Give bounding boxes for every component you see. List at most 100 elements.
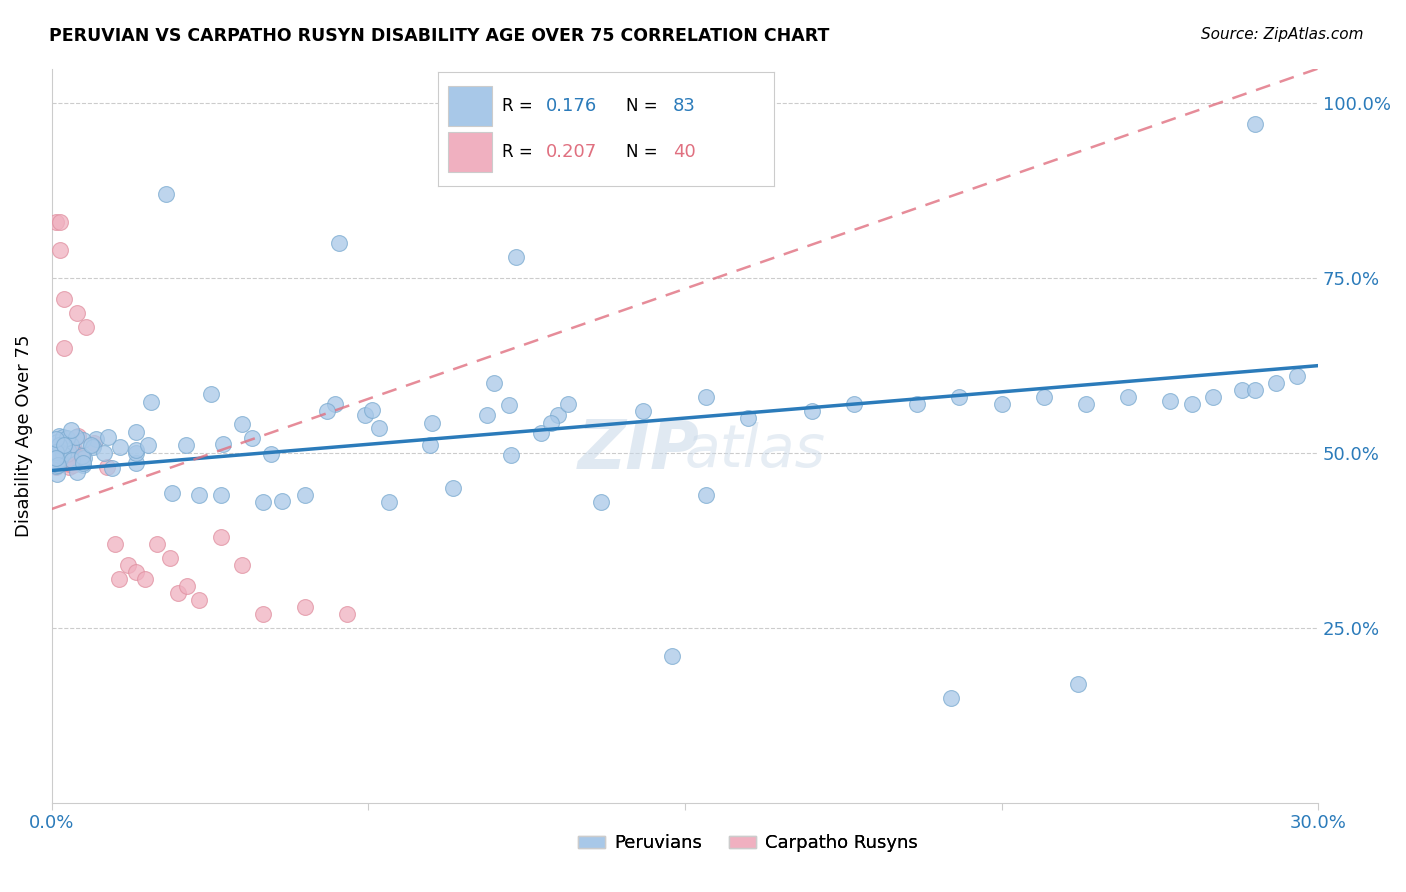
Point [367, 420, 389, 434]
Point [475, 408, 498, 422]
Point [46, 451, 69, 466]
Point [45, 445, 67, 459]
Point [49, 446, 72, 460]
Point [66, 465, 89, 479]
Point [125, 565, 148, 579]
Point [501, 448, 523, 462]
Point [800, 404, 823, 418]
Point [1180, 397, 1202, 411]
Point [66, 306, 89, 320]
Point [45, 444, 67, 458]
Point [589, 495, 612, 509]
Point [125, 446, 148, 460]
Point [59, 438, 82, 452]
Point [108, 572, 131, 586]
Point [62, 439, 84, 453]
Point [209, 530, 232, 544]
Point [354, 408, 377, 422]
Point [1243, 383, 1265, 397]
Point [1159, 393, 1181, 408]
Point [84, 432, 107, 446]
Point [46, 458, 69, 472]
Point [46, 467, 69, 482]
Point [336, 607, 359, 621]
Point [101, 461, 124, 475]
Point [252, 495, 274, 509]
Point [737, 411, 759, 425]
Point [328, 236, 350, 251]
Point [60, 423, 83, 437]
Point [108, 440, 131, 454]
Point [146, 537, 169, 551]
Point [231, 417, 253, 432]
Point [200, 386, 222, 401]
Point [65, 430, 87, 444]
Point [53, 438, 76, 452]
Point [48, 448, 70, 462]
Point [842, 397, 865, 411]
Point [56, 442, 79, 457]
Point [65, 452, 87, 467]
Point [631, 404, 654, 418]
Point [72, 451, 94, 466]
Point [557, 397, 579, 411]
Point [482, 376, 505, 391]
Point [136, 438, 159, 452]
Point [96, 460, 118, 475]
Point [60, 453, 83, 467]
Point [294, 599, 316, 614]
Point [73, 451, 96, 466]
Point [45, 460, 67, 475]
Point [58, 446, 80, 460]
Point [48, 438, 70, 452]
Point [56, 431, 79, 445]
Point [58, 439, 80, 453]
Point [45, 215, 67, 229]
Point [45, 433, 67, 447]
Point [361, 402, 384, 417]
Point [530, 426, 553, 441]
Point [167, 586, 190, 600]
Point [1285, 369, 1308, 384]
Point [505, 250, 527, 264]
Point [62, 458, 84, 473]
Point [498, 398, 520, 412]
Point [174, 438, 197, 452]
Point [62, 446, 84, 460]
Point [117, 558, 139, 572]
Point [1264, 376, 1286, 391]
Point [125, 456, 148, 470]
Point [53, 453, 76, 467]
Point [211, 437, 233, 451]
Point [695, 488, 717, 502]
Point [52, 447, 75, 461]
Point [271, 494, 294, 508]
Point [231, 558, 253, 572]
Point [1074, 397, 1097, 411]
Point [1032, 390, 1054, 404]
Point [45, 446, 67, 460]
Point [49, 444, 72, 458]
Point [52, 429, 75, 443]
Point [1066, 677, 1088, 691]
Point [53, 446, 76, 460]
Point [420, 416, 443, 430]
Point [48, 450, 70, 464]
Point [176, 579, 198, 593]
Point [1230, 383, 1253, 397]
Point [990, 397, 1012, 411]
Point [939, 690, 962, 705]
Point [419, 438, 441, 452]
Point [79, 438, 101, 452]
Point [155, 187, 177, 202]
Point [72, 434, 94, 448]
Point [323, 397, 346, 411]
Point [70, 449, 93, 463]
Point [53, 438, 76, 452]
Point [139, 395, 162, 409]
Point [46, 440, 69, 454]
Point [72, 458, 94, 472]
Point [260, 447, 283, 461]
Point [188, 592, 211, 607]
Point [45, 450, 67, 464]
